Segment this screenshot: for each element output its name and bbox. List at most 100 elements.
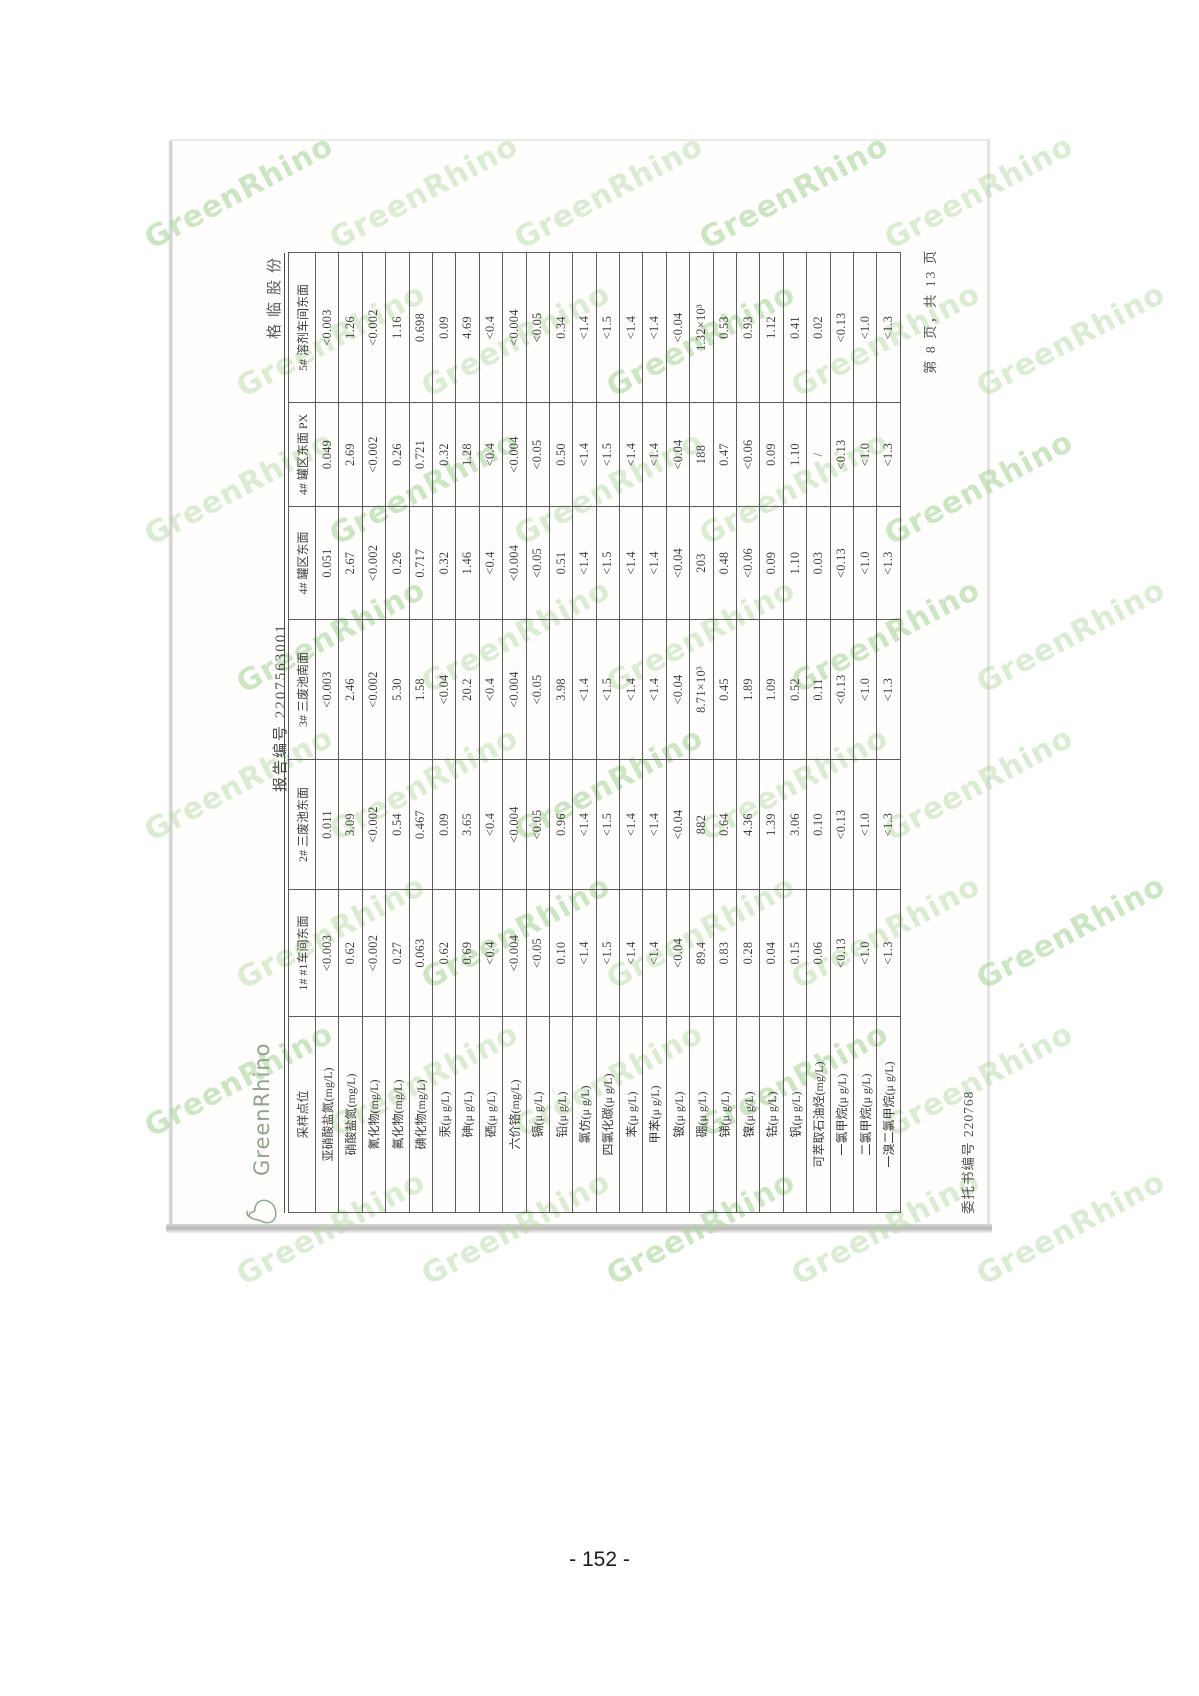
value-cell: 0.04	[759, 889, 784, 1017]
value-cell: <1.4	[619, 889, 643, 1017]
table-row: 氟化物(mg/L) 0.27 0.54 5.30 0.26 0.26 1.16	[385, 252, 410, 1213]
value-cell: <0.06	[736, 402, 760, 507]
param-label: 氰化物(mg/L)	[362, 1016, 386, 1213]
value-cell: <0.04	[666, 402, 690, 507]
value-cell: <0.04	[666, 506, 690, 620]
value-cell: <1.0	[853, 506, 877, 620]
table-row: 六价铬(mg/L) <0.004 <0.004 <0.004 <0.004 <0.004 <…	[502, 252, 527, 1213]
value-cell: 0.06	[806, 889, 831, 1017]
value-cell: <0.003	[315, 252, 339, 403]
logo-text: GreenRhino	[250, 1042, 274, 1177]
value-cell: <1.4	[572, 889, 597, 1017]
value-cell: <1.3	[876, 889, 901, 1017]
value-cell: 0.26	[385, 402, 410, 507]
param-label: 四氯化碳(μ g/L)	[596, 1016, 620, 1213]
rotated-report-content: GreenRhino 报告编号 2207563001 格临股份 第 8 页，共 …	[170, 140, 990, 1230]
value-cell: 0.698	[409, 252, 433, 403]
value-cell: 0.96	[549, 759, 573, 890]
greenrhino-logo: GreenRhino	[244, 1043, 280, 1227]
param-label: 汞(μ g/L)	[432, 1016, 456, 1213]
watermark-text: GreenRhino	[970, 1164, 1172, 1293]
table-row: 硼(μ g/L) 89.4 882 8.71×10³ 203 188 1.32×10³	[689, 252, 714, 1213]
value-cell: <0.004	[502, 889, 527, 1017]
table-row: 汞(μ g/L) 0.62 0.09 <0.04 0.32 0.32 0.09	[432, 252, 456, 1213]
value-cell: <1.0	[853, 402, 877, 507]
param-label: 可萃取石油烃(mg/L)	[806, 1016, 831, 1213]
col-header-sample: 4# 罐区东面 PX	[288, 402, 316, 507]
table-top-rule	[284, 253, 285, 1213]
value-cell: 5.30	[385, 619, 410, 760]
param-label: 硝酸盐氮(mg/L)	[338, 1016, 363, 1213]
value-cell: 0.28	[736, 889, 760, 1017]
value-cell: <0.05	[526, 506, 550, 620]
value-cell: <0.003	[315, 889, 339, 1017]
page-note: 第 8 页，共 13 页	[923, 248, 938, 374]
value-cell: <0.004	[502, 759, 527, 890]
value-cell: <1.4	[572, 252, 597, 403]
table-row: 碘化物(mg/L) 0.063 0.467 1.58 0.717 0.721 0.698	[409, 252, 433, 1213]
table-row: 氯仿(μ g/L) <1.4 <1.4 <1.4 <1.4 <1.4 <1.4	[572, 252, 597, 1213]
value-cell: <1.0	[853, 252, 877, 403]
value-cell: 2.69	[338, 402, 363, 507]
value-cell: 1.16	[385, 252, 410, 403]
value-cell: <1.4	[642, 889, 667, 1017]
value-cell: <0.05	[526, 759, 550, 890]
value-cell: /	[806, 402, 831, 507]
value-cell: <0.004	[502, 506, 527, 620]
value-cell: <1.4	[642, 506, 667, 620]
col-header-sample: 2# 三废池东面	[288, 759, 316, 890]
param-label: 硼(μ g/L)	[689, 1016, 714, 1213]
table-row: 锑(μ g/L) 0.83 0.64 0.45 0.48 0.47 0.53	[713, 252, 737, 1213]
value-cell: <1.4	[619, 619, 643, 760]
value-cell: 0.051	[315, 506, 339, 620]
value-cell: <1.5	[596, 506, 620, 620]
value-cell: 3.09	[338, 759, 363, 890]
param-label: 苯(μ g/L)	[619, 1016, 643, 1213]
param-label: 甲苯(μ g/L)	[642, 1016, 667, 1213]
value-cell: <0.04	[432, 619, 456, 760]
value-cell: 1.26	[338, 252, 363, 403]
value-cell: 0.48	[713, 506, 737, 620]
value-cell: <1.4	[619, 759, 643, 890]
table-row: 一溴二氯甲烷(μ g/L) <1.3 <1.3 <1.3 <1.3 <1.3 <1.3	[876, 252, 901, 1213]
pdf-page-number: - 152 -	[569, 1548, 630, 1571]
value-cell: <0.05	[526, 619, 550, 760]
param-label: 钴(μ g/L)	[759, 1016, 784, 1213]
value-cell: <0.4	[479, 252, 503, 403]
value-cell: 2.67	[338, 506, 363, 620]
value-cell: 1.39	[759, 759, 784, 890]
value-cell: <0.4	[479, 619, 503, 760]
value-cell: 1.12	[759, 252, 784, 403]
value-cell: <1.5	[596, 252, 620, 403]
value-cell: 0.09	[432, 759, 456, 890]
value-cell: <0.06	[736, 506, 760, 620]
value-cell: 0.721	[409, 402, 433, 507]
value-cell: 0.02	[806, 252, 831, 403]
param-label: 二氯甲烷(μ g/L)	[853, 1016, 877, 1213]
value-cell: 89.4	[689, 889, 714, 1017]
value-cell: <0.4	[479, 402, 503, 507]
value-cell: 0.27	[385, 889, 410, 1017]
value-cell: <1.5	[596, 759, 620, 890]
value-cell: <1.4	[642, 759, 667, 890]
value-cell: <0.04	[666, 889, 690, 1017]
table-row: 砷(μ g/L) 0.69 3.65 20.2 1.46 1.28 4.69	[455, 252, 480, 1213]
value-cell: <0.4	[479, 759, 503, 890]
page-edge-right	[987, 140, 990, 1232]
value-cell: 1.89	[736, 619, 760, 760]
page-edge-left	[168, 140, 173, 1232]
param-label: 一氯甲烷(μ g/L)	[830, 1016, 854, 1213]
value-cell: <0.13	[830, 619, 854, 760]
value-cell: 0.26	[385, 506, 410, 620]
results-table-wrap: 采样点位 1# #1车间东面 2# 三废池东面 3# 三废池南面 4# 罐区东面 4# 罐…	[284, 252, 901, 1213]
value-cell: 8.71×10³	[689, 619, 714, 760]
table-row: 硒(μ g/L) <0.4 <0.4 <0.4 <0.4 <0.4 <0.4	[479, 252, 503, 1213]
table-row: 可萃取石油烃(mg/L) 0.06 0.10 0.11 0.03/0.02	[806, 252, 831, 1213]
table-row: 氰化物(mg/L) <0.002 <0.002 <0.002 <0.002 <0.002 <…	[362, 252, 386, 1213]
value-cell: 1.10	[783, 402, 807, 507]
value-cell: 0.53	[713, 252, 737, 403]
value-cell: <0.05	[526, 402, 550, 507]
value-cell: <1.4	[572, 759, 597, 890]
value-cell: <0.004	[502, 619, 527, 760]
value-cell: 203	[689, 506, 714, 620]
